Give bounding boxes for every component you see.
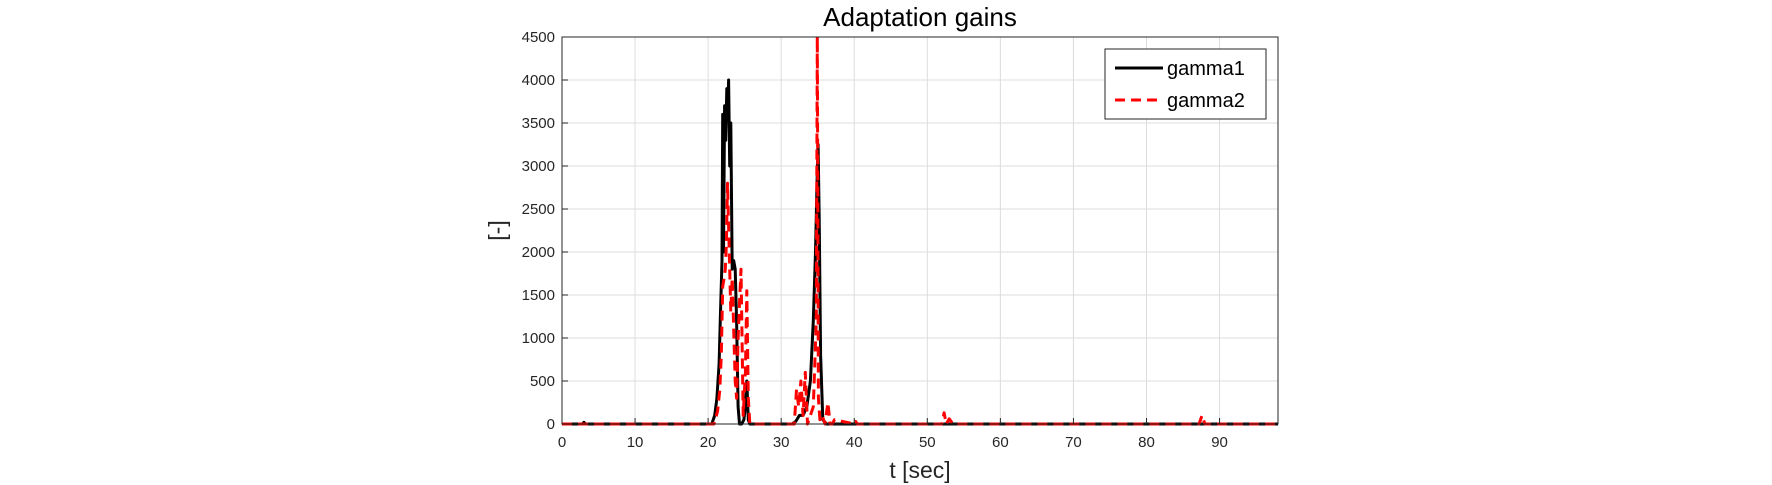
series-line-gamma1 xyxy=(562,78,1278,426)
y-tick-label: 4500 xyxy=(522,29,555,46)
plot-frame xyxy=(561,36,1279,425)
x-tick-label: 40 xyxy=(846,434,863,451)
series-group xyxy=(562,35,1278,426)
x-tick-label: 50 xyxy=(919,434,936,451)
y-tick-label: 2000 xyxy=(522,244,555,261)
y-tick-label: 500 xyxy=(530,373,555,390)
x-axis-label: t [sec] xyxy=(889,457,950,483)
legend-label-gamma2: gamma2 xyxy=(1167,90,1245,112)
x-tick-label: 70 xyxy=(1065,434,1082,451)
chart-title: Adaptation gains xyxy=(823,2,1017,32)
y-tick-label: 4000 xyxy=(522,72,555,89)
y-tick-label: 1500 xyxy=(522,287,555,304)
x-tick-label: 10 xyxy=(627,434,644,451)
y-axis-label: [-] xyxy=(484,220,510,240)
y-axis: 0 500 1000 1500 2000 2500 3000 3500 4000 4500 xyxy=(522,29,568,433)
y-tick-label: 1000 xyxy=(522,330,555,347)
x-tick-label: 90 xyxy=(1211,434,1228,451)
x-tick-label: 80 xyxy=(1138,434,1155,451)
y-tick-label: 0 xyxy=(547,416,555,433)
series-line-gamma2 xyxy=(562,35,1278,426)
y-tick-label: 3000 xyxy=(522,158,555,175)
x-tick-label: 20 xyxy=(700,434,717,451)
legend: gamma1 gamma2 xyxy=(1104,48,1267,120)
x-tick-label: 30 xyxy=(773,434,790,451)
legend-label-gamma1: gamma1 xyxy=(1167,58,1245,80)
x-axis: 0 10 20 30 40 50 60 70 80 90 xyxy=(558,418,1228,451)
legend-box xyxy=(1104,48,1267,120)
x-tick-label: 0 xyxy=(558,434,566,451)
y-tick-label: 3500 xyxy=(522,115,555,132)
y-tick-label: 2500 xyxy=(522,201,555,218)
x-tick-label: 60 xyxy=(992,434,1009,451)
